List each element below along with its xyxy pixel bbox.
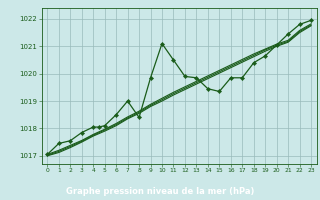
Text: Graphe pression niveau de la mer (hPa): Graphe pression niveau de la mer (hPa) [66, 187, 254, 196]
